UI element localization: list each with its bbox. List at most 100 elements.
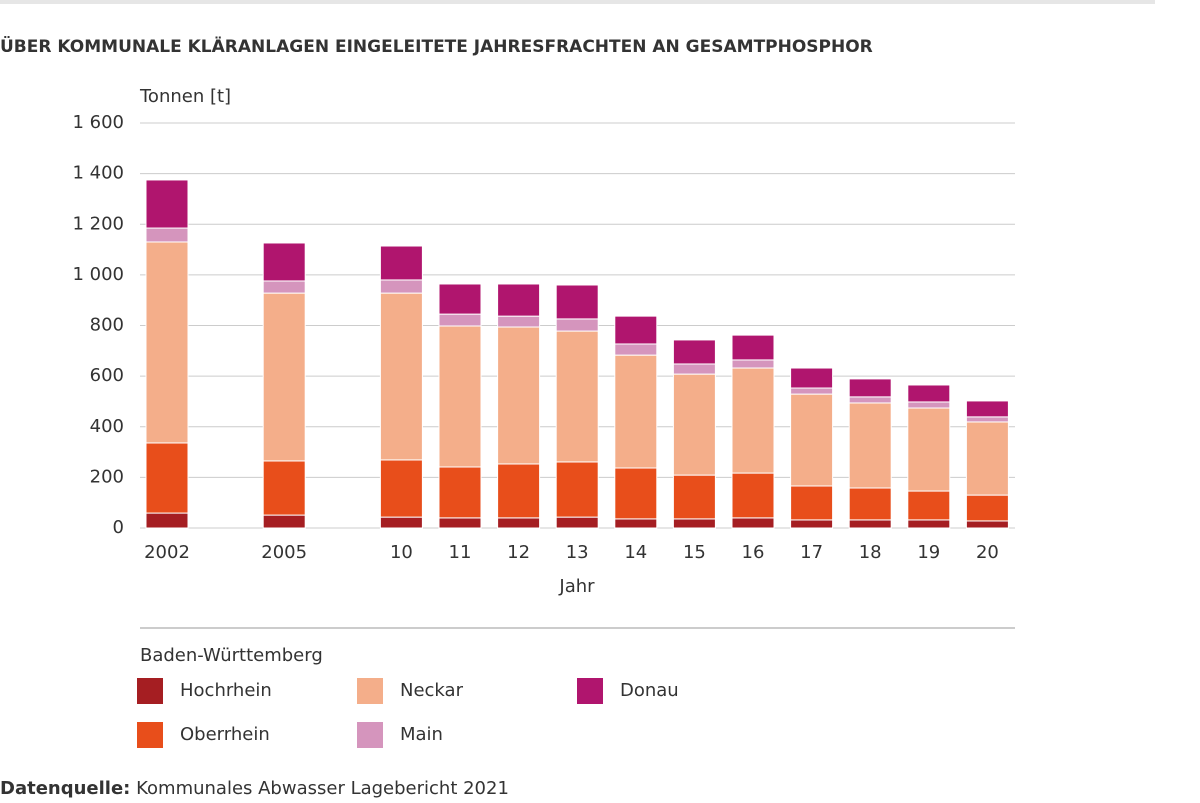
legend-swatch: [137, 678, 163, 704]
bar-segment: [555, 330, 599, 463]
bar-segment: [497, 463, 541, 519]
legend-label: Donau: [620, 680, 679, 701]
x-tick-label: 20: [976, 542, 999, 563]
bar-segment: [438, 283, 482, 315]
bar-segment: [848, 396, 892, 404]
bar-segment: [672, 474, 716, 520]
legend-swatch: [357, 722, 383, 748]
bar-segment: [145, 241, 189, 444]
bar-segment: [555, 461, 599, 518]
bar-segment: [672, 518, 716, 529]
bar-segment: [262, 460, 306, 516]
y-tick-label: 1 200: [72, 213, 124, 234]
x-tick-label: 17: [800, 542, 823, 563]
bar-segment: [790, 485, 834, 521]
x-tick-label: 14: [624, 542, 647, 563]
bar-segment: [965, 520, 1009, 529]
bar-segment: [497, 315, 541, 328]
bar-segment: [614, 315, 658, 345]
bar-segment: [379, 279, 423, 294]
y-tick-label: 1 400: [72, 163, 124, 184]
bar-segment: [731, 359, 775, 369]
bar-segment: [790, 387, 834, 395]
x-tick-label: 12: [507, 542, 530, 563]
source-label: Datenquelle:: [0, 778, 130, 799]
bar-segment: [438, 325, 482, 468]
x-tick-label: 11: [449, 542, 472, 563]
bar-segment: [497, 517, 541, 529]
bar-segment: [731, 472, 775, 519]
bar-segment: [848, 402, 892, 489]
x-tick-label: 15: [683, 542, 706, 563]
bar-segment: [672, 339, 716, 365]
bar-segment: [262, 292, 306, 462]
bar-segment: [379, 516, 423, 529]
bar-segment: [907, 519, 951, 529]
bar-segment: [672, 373, 716, 476]
x-tick-label: 13: [566, 542, 589, 563]
legend-swatch: [357, 678, 383, 704]
bar-segment: [497, 283, 541, 317]
bar-segment: [145, 179, 189, 229]
x-tick-label: 10: [390, 542, 413, 563]
y-tick-label: 0: [113, 517, 124, 538]
bar-segment: [145, 512, 189, 529]
bar-segment: [965, 494, 1009, 522]
x-tick-label: 2005: [261, 542, 307, 563]
x-tick-label: 19: [917, 542, 940, 563]
bar-segment: [790, 519, 834, 529]
bar-segment: [379, 245, 423, 281]
bar-segment: [907, 490, 951, 521]
bar-segment: [731, 517, 775, 529]
bar-segment: [731, 367, 775, 474]
bar-segment: [438, 466, 482, 519]
x-axis-label: Jahr: [558, 576, 595, 597]
source: Datenquelle: Kommunales Abwasser Lageber…: [0, 778, 509, 799]
bar-segment: [731, 334, 775, 361]
bar-segment: [790, 367, 834, 389]
legend-swatch: [137, 722, 163, 748]
bar-segment: [965, 416, 1009, 423]
chart-title: ÜBER KOMMUNALE KLÄRANLAGEN EINGELEITETE …: [0, 35, 873, 57]
bar-segment: [438, 517, 482, 529]
y-tick-label: 1 000: [72, 264, 124, 285]
bar-segment: [907, 401, 951, 409]
bar-segment: [614, 518, 658, 529]
x-tick-label: 16: [742, 542, 765, 563]
legend-label: Main: [400, 724, 443, 745]
bar-segment: [145, 227, 189, 243]
bar-segment: [262, 514, 306, 529]
bar-segment: [907, 384, 951, 403]
top-bar: [0, 0, 1155, 4]
legend-label: Hochrhein: [180, 680, 272, 701]
source-text: Kommunales Abwasser Lagebericht 2021: [136, 778, 509, 799]
y-tick-label: 200: [90, 466, 124, 487]
bar-segment: [555, 516, 599, 529]
bar-segment: [790, 393, 834, 487]
bar-segment: [262, 280, 306, 294]
bar-segment: [145, 442, 189, 514]
x-tick-label: 18: [859, 542, 882, 563]
legend-label: Oberrhein: [180, 724, 270, 745]
bar-segment: [555, 284, 599, 320]
y-tick-label: 1 600: [72, 112, 124, 133]
bar-segment: [848, 487, 892, 521]
bar-segment: [965, 421, 1009, 496]
legend-label: Neckar: [400, 680, 464, 701]
bar-segment: [672, 363, 716, 375]
bar-segment: [438, 313, 482, 327]
legend-swatch: [577, 678, 603, 704]
bar-segment: [848, 378, 892, 398]
bar-segment: [262, 242, 306, 282]
y-axis-label: Tonnen [t]: [139, 86, 231, 107]
y-tick-label: 600: [90, 365, 124, 386]
bar-segment: [965, 400, 1009, 418]
bar-segment: [379, 292, 423, 461]
bar-segment: [614, 467, 658, 520]
bar-segment: [614, 354, 658, 469]
bar-segment: [848, 519, 892, 529]
bar-segment: [614, 343, 658, 356]
bar-segment: [907, 407, 951, 492]
